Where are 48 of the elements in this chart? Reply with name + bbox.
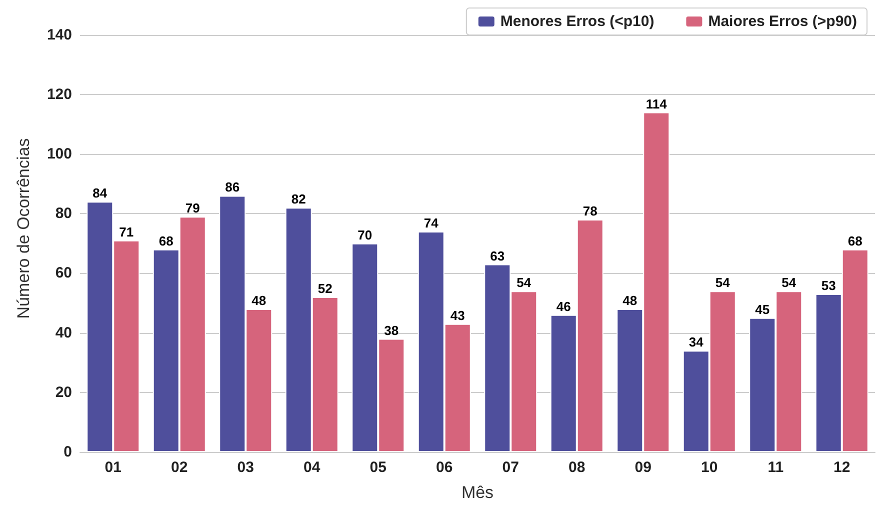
data-label: 53 [821,278,836,294]
data-label: 52 [318,281,332,296]
data-label: 63 [490,248,505,264]
data-label: 48 [252,292,266,308]
x-tick-label: 05 [370,459,386,476]
x-tick-label: 02 [171,459,188,476]
data-label: 71 [119,224,134,240]
x-tick-label: 12 [834,459,850,476]
data-label: 82 [291,192,306,207]
data-label: 70 [358,227,372,242]
y-tick-label: 40 [55,324,72,342]
x-tick-label: 03 [237,459,254,476]
x-tick-label: 10 [701,459,718,476]
x-tick-label: 04 [304,459,321,476]
data-label: 46 [556,298,571,314]
x-tick-label: 11 [768,459,784,476]
x-tick-label: 07 [502,459,519,476]
data-label: 68 [848,233,862,248]
data-label: 38 [384,322,399,338]
data-label: 68 [158,233,174,248]
data-label: 84 [92,186,108,201]
x-tick-label: 08 [568,459,586,476]
data-label: 86 [225,180,240,195]
x-tick-label: 09 [634,459,652,476]
y-tick-label: 60 [55,264,72,282]
y-axis-title: Número de Ocorrências [14,138,33,319]
data-label: 54 [782,275,797,290]
y-tick-label: 80 [55,205,72,222]
data-label: 43 [450,308,465,323]
x-axis-title: Mês [461,483,494,502]
y-tick-label: 140 [46,26,72,44]
data-label: 79 [185,200,200,216]
y-tick-label: 120 [46,86,72,103]
y-tick-label: 0 [64,444,72,460]
data-label: 114 [646,96,668,112]
x-tick-label: 06 [436,459,453,476]
data-label: 78 [582,204,598,219]
legend-label: Menores Erros (<p10) [500,13,654,30]
y-tick-label: 100 [46,146,72,162]
legend-label: Maiores Erros (>p90) [708,13,858,30]
data-label: 74 [424,215,440,230]
data-label: 45 [755,302,770,317]
y-tick-label: 20 [55,384,72,401]
data-label: 34 [688,334,704,350]
data-label: 48 [622,292,638,308]
data-label: 54 [715,275,731,290]
data-label: 54 [516,275,532,290]
x-tick-label: 01 [104,459,122,476]
